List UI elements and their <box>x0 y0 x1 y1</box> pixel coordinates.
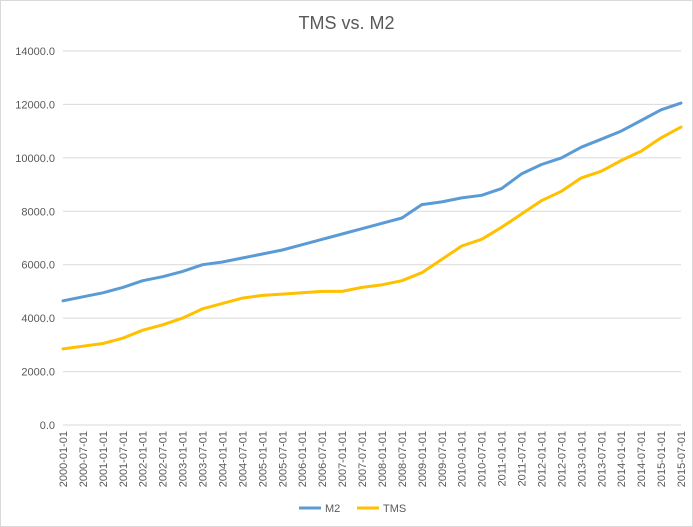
x-tick-label: 2013-01-01 <box>576 431 588 487</box>
x-tick-label: 2011-07-01 <box>517 431 529 486</box>
x-tick-label: 2004-07-01 <box>237 431 249 487</box>
x-tick-label: 2007-01-01 <box>337 431 349 487</box>
x-tick-label: 2002-07-01 <box>158 431 170 487</box>
x-tick-label: 2015-01-01 <box>656 431 668 487</box>
y-tick-label: 4000.0 <box>21 313 55 325</box>
y-tick-label: 10000.0 <box>15 153 55 165</box>
x-tick-label: 2009-07-01 <box>437 431 449 487</box>
x-tick-label: 2012-01-01 <box>536 431 548 487</box>
x-tick-label: 2002-01-01 <box>138 431 150 487</box>
x-tick-label: 2006-07-01 <box>317 431 329 487</box>
y-tick-label: 12000.0 <box>15 99 55 111</box>
y-tick-label: 8000.0 <box>21 206 55 218</box>
series-line-tms <box>61 125 683 351</box>
y-tick-label: 2000.0 <box>21 367 55 379</box>
x-tick-label: 2008-07-01 <box>397 431 409 487</box>
series-line-m2 <box>61 101 683 303</box>
x-tick-label: 2008-01-01 <box>377 431 389 487</box>
y-tick-label: 14000.0 <box>15 46 55 58</box>
legend-label-tms: TMS <box>383 503 406 515</box>
gridlines <box>63 50 681 426</box>
x-tick-label: 2014-01-01 <box>616 431 628 487</box>
x-tick-label: 2005-01-01 <box>257 431 269 487</box>
x-tick-label: 2001-01-01 <box>98 431 110 487</box>
x-tick-label: 2011-01-01 <box>497 431 509 486</box>
x-tick-label: 2003-07-01 <box>198 431 210 487</box>
legend-label-m2: M2 <box>325 503 340 515</box>
series-lines <box>61 101 683 351</box>
x-tick-label: 2003-01-01 <box>178 431 190 487</box>
y-axis-tick-labels: 0.0 2000.0 4000.0 6000.0 8000.0 10000.0 12000.… <box>15 46 55 432</box>
chart-title: TMS vs. M2 <box>298 13 395 33</box>
x-tick-label: 2013-07-01 <box>596 431 608 487</box>
x-tick-label: 2000-07-01 <box>78 431 90 487</box>
x-tick-label: 2005-07-01 <box>277 431 289 487</box>
x-tick-label: 2010-01-01 <box>457 431 469 487</box>
x-tick-label: 2004-01-01 <box>217 431 229 487</box>
y-tick-label: 0.0 <box>40 420 55 432</box>
x-tick-label: 2014-07-01 <box>636 431 648 487</box>
x-tick-label: 2009-01-01 <box>417 431 429 487</box>
x-tick-label: 2015-07-01 <box>676 431 688 487</box>
x-tick-label: 2010-07-01 <box>477 431 489 487</box>
x-tick-label: 2012-07-01 <box>556 431 568 487</box>
y-tick-label: 6000.0 <box>21 260 55 272</box>
x-tick-label: 2001-07-01 <box>118 431 130 487</box>
x-axis-tick-labels: 2000-01-01 2000-07-01 2001-01-01 2001-07-01… <box>58 431 688 487</box>
x-tick-label: 2000-01-01 <box>58 431 70 487</box>
x-tick-label: 2007-07-01 <box>357 431 369 487</box>
legend: M2 TMS <box>299 503 406 515</box>
x-tick-label: 2006-01-01 <box>297 431 309 487</box>
